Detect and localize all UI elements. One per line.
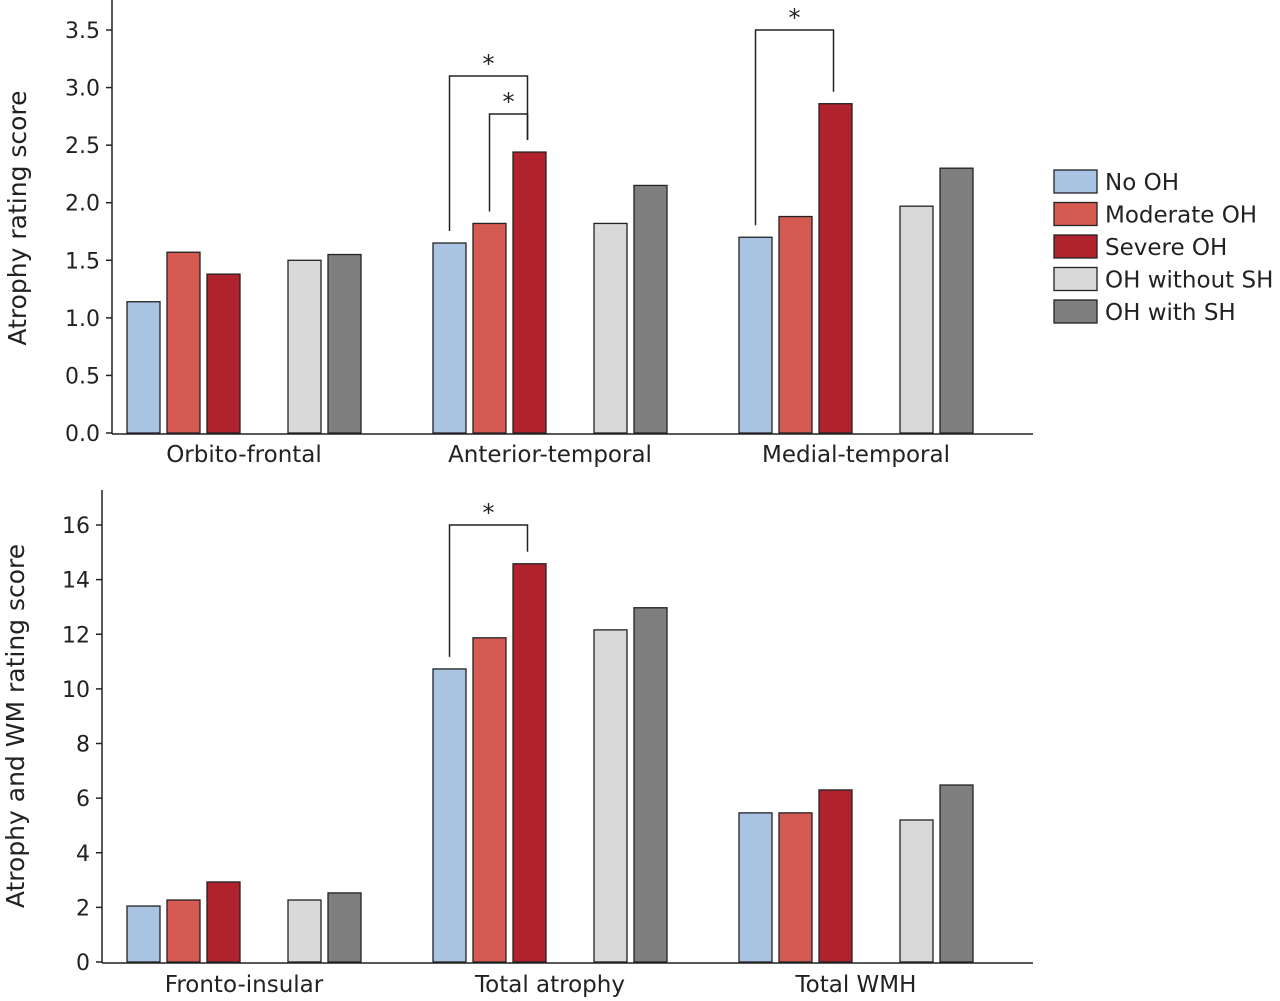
- bar-oh-without-sh: [593, 222, 628, 434]
- x-category-label: Medial-temporal: [762, 442, 950, 468]
- y-tick-label: 12: [62, 623, 90, 648]
- legend-swatch: [1053, 201, 1098, 227]
- significance-star: *: [503, 88, 515, 116]
- legend-swatch: [1053, 266, 1098, 292]
- bar-moderate-oh: [778, 812, 813, 963]
- bar-moderate-oh: [778, 215, 813, 434]
- panel-2: 0 2 4 6 8 10 12 14 16 Atrophy and WM rating score…: [1, 490, 1033, 998]
- x-category-label: Fronto-insular: [165, 972, 324, 998]
- significance-star: *: [483, 50, 495, 78]
- legend-swatch: [1053, 299, 1098, 324]
- legend-swatch: [1053, 234, 1098, 259]
- bar-severe-oh: [818, 103, 853, 434]
- y-tick-label: 2.5: [65, 134, 100, 159]
- panel-1: 0.0 0.5 1.0 1.5 2.0 2.5 3.0 3.5 Atrophy rating s…: [3, 0, 1033, 468]
- x-category-label: Total atrophy: [474, 972, 625, 998]
- bar-no-oh: [432, 242, 467, 434]
- bar-no-oh: [738, 812, 773, 963]
- y-tick-label: 2.0: [65, 192, 100, 217]
- bar-moderate-oh: [166, 251, 201, 434]
- bar-moderate-oh: [166, 899, 201, 963]
- y-tick-label: 10: [62, 678, 90, 703]
- legend-swatch: [1053, 169, 1098, 194]
- bar-oh-with-sh: [939, 167, 974, 434]
- bar-severe-oh: [206, 273, 241, 434]
- y-tick-label: 1.5: [65, 249, 100, 274]
- bar-severe-oh: [206, 881, 241, 963]
- legend-label: No OH: [1105, 170, 1179, 196]
- bar-oh-with-sh: [939, 784, 974, 963]
- y-tick-label: 0.5: [65, 364, 100, 389]
- y-tick-label: 3.5: [65, 19, 100, 44]
- bar-oh-without-sh: [593, 629, 628, 963]
- y-tick-label: 0: [76, 951, 90, 976]
- y-tick-label: 0.0: [65, 422, 100, 447]
- bar-oh-with-sh: [633, 607, 668, 963]
- legend-label: Moderate OH: [1105, 203, 1257, 229]
- y-tick-label: 3.0: [65, 77, 100, 102]
- x-category-label: Total WMH: [795, 972, 917, 998]
- x-category-label: Anterior-temporal: [448, 442, 652, 468]
- y-tick-label: 16: [62, 514, 90, 539]
- bar-no-oh: [432, 668, 467, 963]
- legend-label: OH with SH: [1105, 300, 1236, 326]
- bar-oh-without-sh: [899, 205, 934, 434]
- significance-star: *: [789, 4, 801, 32]
- bar-no-oh: [738, 236, 773, 434]
- bar-oh-without-sh: [899, 819, 934, 963]
- bar-severe-oh: [818, 789, 853, 963]
- significance-bracket: [754, 29, 835, 226]
- bar-moderate-oh: [472, 637, 507, 963]
- bar-oh-with-sh: [633, 184, 668, 434]
- bar-no-oh: [126, 905, 161, 963]
- y-axis-label: Atrophy and WM rating score: [1, 544, 30, 908]
- bar-oh-without-sh: [287, 259, 322, 434]
- bar-moderate-oh: [472, 222, 507, 434]
- bar-no-oh: [126, 301, 161, 434]
- bar-oh-without-sh: [287, 899, 322, 963]
- bar-severe-oh: [512, 563, 547, 963]
- legend-label: Severe OH: [1105, 235, 1227, 261]
- y-axis-label: Atrophy rating score: [3, 90, 32, 345]
- y-tick-label: 2: [76, 896, 90, 921]
- significance-bracket: [448, 75, 529, 232]
- legend: No OH Moderate OH Severe OH OH without SH OH…: [1053, 169, 1273, 326]
- y-tick-label: 1.0: [65, 307, 100, 332]
- bar-severe-oh: [512, 151, 547, 434]
- x-category-label: Orbito-frontal: [166, 442, 322, 468]
- bar-oh-with-sh: [327, 892, 362, 963]
- significance-bracket: [448, 524, 529, 657]
- significance-star: *: [483, 499, 495, 527]
- y-tick-label: 4: [76, 842, 90, 867]
- y-tick-label: 6: [76, 787, 90, 812]
- bar-oh-with-sh: [327, 253, 362, 434]
- y-tick-label: 14: [62, 569, 90, 594]
- y-tick-label: 8: [76, 733, 90, 758]
- legend-label: OH without SH: [1105, 268, 1273, 294]
- significance-bracket: [488, 113, 529, 212]
